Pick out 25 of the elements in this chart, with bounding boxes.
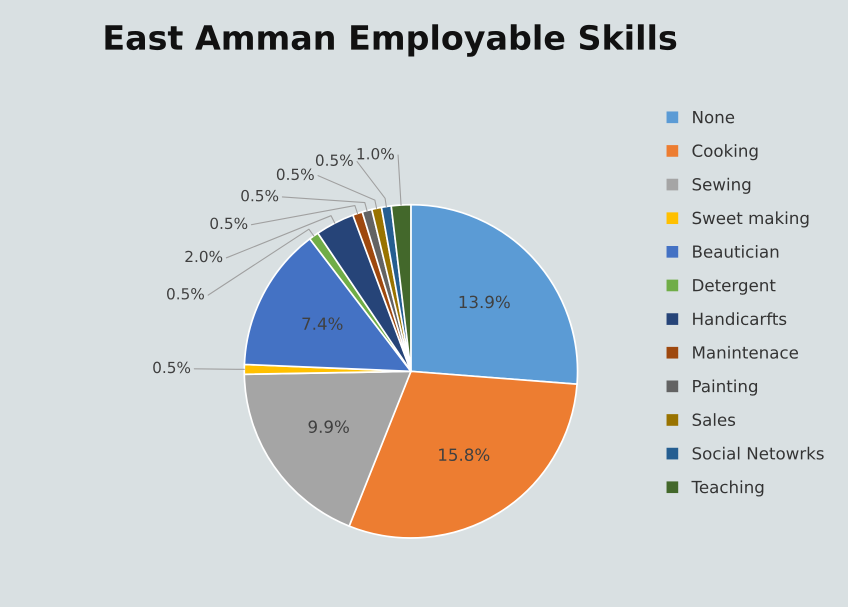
data-label: 0.5% — [241, 190, 278, 202]
legend-label: Handicarfts — [693, 312, 786, 326]
data-label: 0.5% — [316, 154, 353, 166]
legend-label: Beautician — [693, 244, 778, 258]
data-label: 9.9% — [308, 420, 349, 434]
legend-label: Sweet making — [692, 211, 808, 228]
legend-label: Social Netowrks — [692, 446, 824, 460]
data-label: 0.5% — [210, 218, 248, 230]
data-label: 7.4% — [302, 317, 342, 330]
data-label: 0.5% — [153, 362, 190, 374]
data-label: 2.0% — [185, 250, 222, 262]
data-label: 1.0% — [358, 148, 394, 160]
data-label: 15.8% — [439, 448, 490, 462]
legend-label: Painting — [693, 380, 758, 396]
legend-label: Teaching — [691, 480, 764, 497]
legend-label: Detergent — [693, 279, 776, 295]
chart-title: East Amman Employable Skills — [105, 24, 676, 57]
legend-label: Manintenace — [693, 346, 798, 359]
legend-label: Sales — [692, 413, 736, 426]
data-label: 0.5% — [167, 288, 204, 300]
legend-label: Sewing — [692, 178, 750, 194]
data-label: 0.5% — [276, 168, 314, 180]
legend-label: None — [693, 110, 734, 124]
data-label: 13.9% — [460, 296, 510, 308]
legend-label: Cooking — [692, 144, 758, 160]
